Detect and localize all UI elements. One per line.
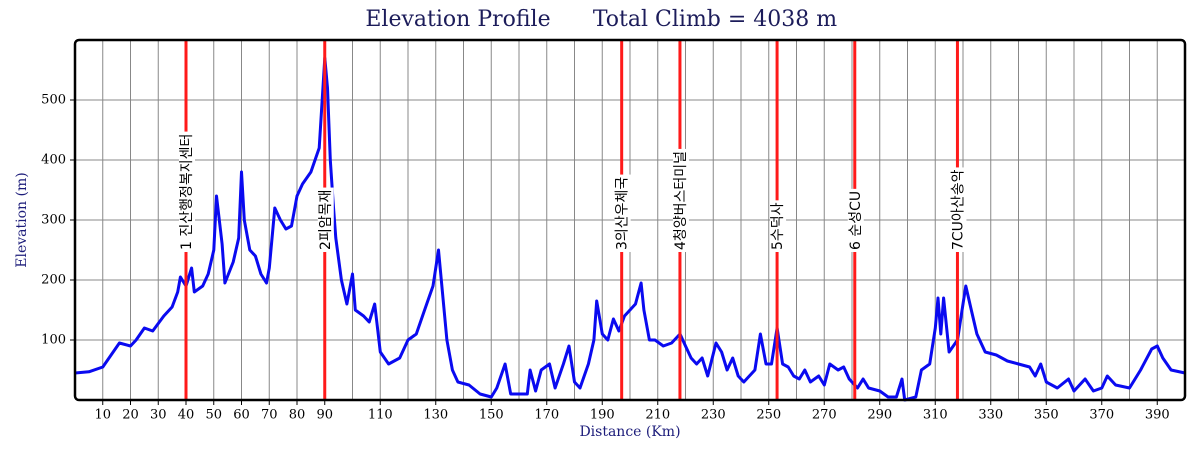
y-tick-label: 500	[41, 93, 66, 108]
x-tick-label: 20	[122, 408, 139, 423]
waypoint-label-text: 2피암목재	[318, 190, 334, 250]
x-tick-label: 130	[423, 408, 448, 423]
waypoint-label-text: 4청양버스터미널	[673, 151, 689, 250]
x-tick-label: 250	[756, 408, 781, 423]
x-tick-label: 150	[479, 408, 504, 423]
x-tick-label: 50	[205, 408, 222, 423]
y-tick-label: 100	[41, 333, 66, 348]
waypoint-label-bg	[950, 167, 967, 252]
waypoint-label: 7CU아산송악	[950, 167, 967, 252]
x-tick-label: 170	[534, 408, 559, 423]
x-axis-label: Distance (Km)	[579, 424, 680, 440]
waypoint-label-text: 3의산우체국	[615, 177, 631, 250]
waypoint-label-bg	[770, 200, 787, 252]
x-tick-label: 110	[368, 408, 393, 423]
waypoint-label-text: 5수덕사	[770, 202, 786, 250]
x-tick-label: 310	[923, 408, 948, 423]
waypoint-label-text: 7CU아산송악	[950, 169, 966, 250]
y-tick-label: 300	[41, 213, 66, 228]
y-axis-label: Elevation (m)	[14, 172, 30, 267]
waypoint-label-bg	[179, 131, 195, 252]
waypoint-label: 4청양버스터미널	[672, 148, 689, 252]
x-tick-label: 330	[978, 408, 1003, 423]
x-tick-label: 80	[289, 408, 306, 423]
waypoint-label-bg	[614, 174, 631, 252]
waypoint-label-bg	[847, 188, 864, 252]
waypoint-label-text: 6 순성CU	[848, 191, 864, 250]
chart-title: Elevation Profile	[365, 7, 550, 32]
waypoint-label: 5수덕사	[770, 200, 787, 252]
x-tick-label: 30	[150, 408, 167, 423]
y-tick-label: 400	[41, 153, 66, 168]
waypoint-label: 2피암목재	[317, 187, 334, 252]
chart-subtitle: Total Climb = 4038 m	[593, 7, 837, 32]
waypoint-label: 1 진산행정복지센터	[179, 131, 195, 252]
waypoint-label-text: 1 진산행정복지센터	[179, 134, 195, 250]
plot-frame	[73, 38, 1187, 402]
waypoint-label-bg	[672, 148, 689, 252]
x-tick-label: 210	[645, 408, 670, 423]
waypoint-label: 3의산우체국	[614, 174, 631, 252]
x-tick-label: 40	[178, 408, 195, 423]
waypoint-label: 6 순성CU	[847, 188, 864, 252]
x-tick-label: 70	[261, 408, 278, 423]
x-tick-label: 230	[701, 408, 726, 423]
x-tick-label: 350	[1034, 408, 1059, 423]
y-tick-label: 200	[41, 273, 66, 288]
x-tick-label: 370	[1089, 408, 1114, 423]
x-tick-label: 270	[812, 408, 837, 423]
x-tick-label: 10	[94, 408, 111, 423]
x-tick-label: 90	[316, 408, 333, 423]
x-tick-label: 390	[1145, 408, 1170, 423]
waypoint-label-bg	[317, 187, 334, 252]
x-tick-label: 190	[590, 408, 615, 423]
elevation-line	[74, 56, 1186, 402]
x-tick-label: 60	[233, 408, 250, 423]
x-tick-label: 290	[867, 408, 892, 423]
